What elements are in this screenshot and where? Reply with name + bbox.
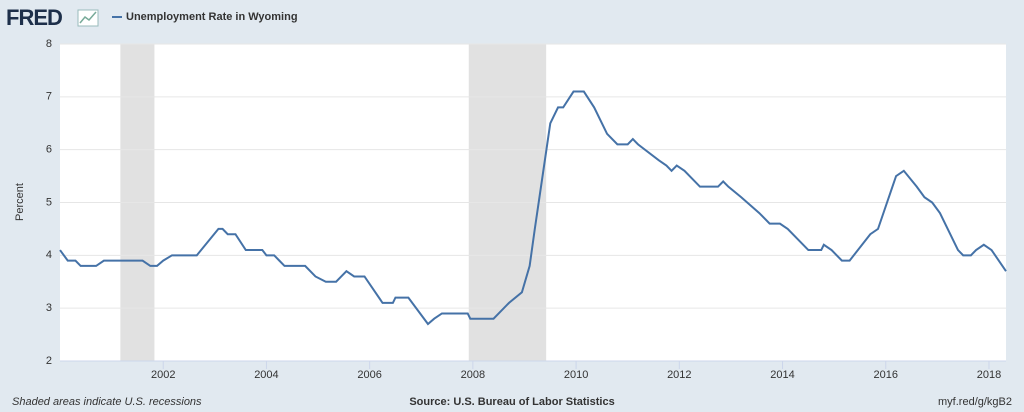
logo-icon-line <box>79 11 97 24</box>
y-tick-label: 7 <box>46 91 52 103</box>
x-tick-label: 2016 <box>874 369 898 381</box>
data-line <box>59 90 1007 326</box>
y-axis-label: Percent <box>14 183 26 221</box>
x-tick-label: 2010 <box>564 369 588 381</box>
x-tick-label: 2004 <box>254 369 278 381</box>
y-tick-label: 5 <box>46 196 52 208</box>
x-tick-label: 2006 <box>357 369 381 381</box>
x-tick-label: 2008 <box>461 369 485 381</box>
source: Source: U.S. Bureau of Labor Statistics <box>409 396 614 408</box>
x-tick-label: 2014 <box>770 369 794 381</box>
y-tick-label: 8 <box>46 38 52 50</box>
link[interactable]: myf.red/g/kgB2 <box>938 396 1012 408</box>
x-tick-label: 2012 <box>667 369 691 381</box>
logo: FRED <box>6 5 62 30</box>
x-tick-label: 2018 <box>977 369 1001 381</box>
x-tick-label: 2002 <box>151 369 175 381</box>
logo-icon <box>77 9 99 27</box>
y-tick-label: 6 <box>46 144 52 156</box>
legend-label: Unemployment Rate in Wyoming <box>126 11 298 23</box>
footnote: Shaded areas indicate U.S. recessions <box>12 396 202 408</box>
y-tick-label: 3 <box>46 302 52 314</box>
y-tick-label: 2 <box>46 355 52 367</box>
y-tick-label: 4 <box>46 249 52 261</box>
